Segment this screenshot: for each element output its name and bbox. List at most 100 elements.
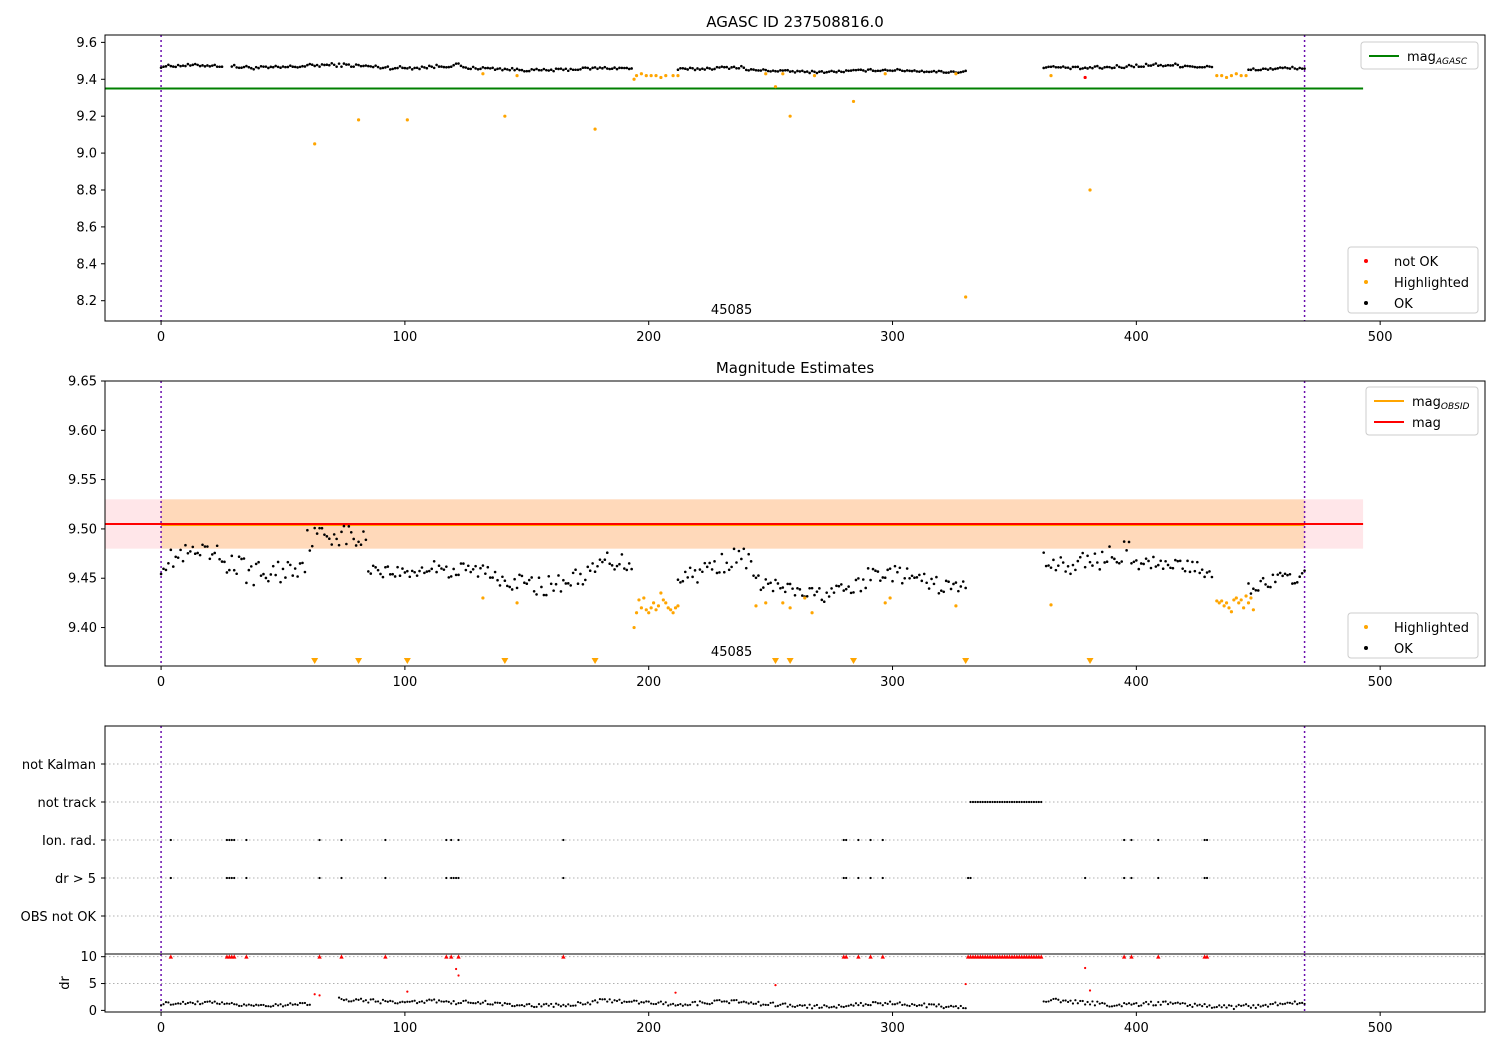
- data-point-ok: [213, 551, 217, 555]
- data-point-ok: [340, 530, 343, 534]
- data-point-ok: [1054, 997, 1057, 1000]
- data-point-ok: [1125, 549, 1128, 552]
- dr-clipped-marker: [868, 954, 873, 959]
- data-point-ok: [430, 999, 433, 1002]
- data-point-ok: [491, 66, 494, 70]
- data-point-ok: [627, 67, 631, 71]
- y-tick-label: 5: [89, 977, 97, 992]
- data-point-ok: [1205, 571, 1209, 574]
- data-point-ok: [223, 560, 226, 564]
- data-point-ok: [825, 70, 828, 74]
- flag-point-dr-gt-5: [562, 876, 565, 880]
- data-point-highlighted: [1215, 73, 1219, 78]
- data-point-ok: [625, 66, 629, 70]
- data-point-ok: [879, 1002, 882, 1005]
- data-point-ok: [1181, 567, 1184, 570]
- data-point-ok: [1174, 1002, 1177, 1005]
- out-of-range-marker: [1086, 658, 1094, 664]
- data-point-ok: [1049, 566, 1053, 569]
- data-point-ok: [1298, 1002, 1301, 1005]
- data-point-ok: [374, 566, 377, 569]
- data-point-ok: [279, 66, 282, 69]
- data-point-ok: [742, 547, 746, 551]
- data-point-ok: [545, 1002, 548, 1005]
- legend-entry-label: magOBSID: [1412, 395, 1470, 412]
- data-point-ok: [586, 66, 590, 70]
- data-point-ok: [591, 562, 594, 565]
- dr-point-not-ok: [774, 984, 777, 987]
- data-point-ok: [235, 1003, 238, 1006]
- data-point-ok: [913, 69, 916, 72]
- data-point-ok: [518, 1004, 521, 1007]
- data-point-ok: [201, 543, 204, 547]
- legend-entry-label: OK: [1394, 297, 1413, 312]
- data-point-ok: [506, 1002, 509, 1005]
- data-point-ok: [247, 65, 251, 69]
- dr-clipped-marker: [1129, 954, 1134, 959]
- flag-point-dr-gt-5: [245, 876, 248, 880]
- data-point-ok: [186, 62, 190, 66]
- data-point-ok: [171, 565, 175, 568]
- data-point-ok: [525, 582, 529, 586]
- x-tick-label: 400: [1124, 1021, 1149, 1036]
- data-point-ok: [705, 66, 709, 70]
- data-point-ok: [635, 999, 638, 1002]
- data-point-ok: [503, 1002, 506, 1005]
- data-point-ok: [242, 1003, 246, 1006]
- y-tick-label: 9.45: [68, 572, 97, 587]
- data-point-ok: [337, 543, 341, 547]
- dr-point-not-ok: [674, 991, 677, 994]
- flag-point-dr-gt-5: [445, 876, 448, 880]
- data-point-ok: [744, 566, 748, 570]
- data-point-ok: [783, 69, 787, 72]
- data-point-ok: [449, 65, 453, 68]
- data-point-ok: [408, 66, 412, 69]
- data-point-ok: [1064, 570, 1067, 573]
- legend-entry-text: not OK: [1394, 255, 1439, 270]
- data-point-ok: [962, 1006, 965, 1010]
- data-point-ok: [1057, 65, 1060, 69]
- data-point-ok: [259, 574, 263, 577]
- data-point-ok: [513, 577, 516, 581]
- data-point-ok: [608, 67, 611, 71]
- data-point-highlighted: [664, 601, 668, 605]
- data-point-ok: [703, 561, 707, 565]
- data-point-ok: [684, 1003, 687, 1006]
- data-point-ok: [905, 567, 909, 570]
- data-point-ok: [1093, 552, 1097, 555]
- data-point-ok: [720, 1000, 723, 1003]
- data-point-ok: [174, 555, 178, 559]
- data-point-ok: [401, 1000, 404, 1003]
- data-point-ok: [464, 999, 467, 1002]
- flag-point-dr-gt-5: [845, 876, 848, 880]
- data-point-ok: [1125, 65, 1128, 68]
- data-point-ok: [1074, 65, 1077, 69]
- data-point-ok: [228, 568, 231, 572]
- data-point-ok: [469, 67, 473, 71]
- data-point-ok: [740, 1001, 743, 1004]
- flag-point-dr-gt-5: [233, 876, 236, 880]
- data-point-ok: [640, 1000, 643, 1004]
- data-point-highlighted: [1088, 188, 1092, 192]
- data-point-ok: [1183, 569, 1187, 573]
- data-point-ok: [1283, 572, 1287, 576]
- data-point-ok: [937, 591, 941, 595]
- data-point-ok: [1278, 571, 1282, 575]
- data-point-ok: [308, 549, 312, 552]
- data-point-ok: [1247, 1004, 1250, 1008]
- data-point-ok: [177, 1002, 180, 1005]
- data-point-highlighted: [634, 611, 639, 615]
- data-point-ok: [1061, 561, 1065, 564]
- data-point-ok: [308, 1003, 311, 1006]
- x-tick-label: 0: [157, 675, 165, 690]
- data-point-ok: [1166, 563, 1170, 567]
- data-point-ok: [242, 65, 246, 69]
- data-point-ok: [328, 63, 331, 67]
- data-point-ok: [257, 1004, 260, 1007]
- data-point-ok: [796, 586, 799, 590]
- data-point-ok: [557, 67, 560, 71]
- data-point-ok: [1120, 66, 1124, 70]
- flag-point-not-track: [991, 800, 994, 804]
